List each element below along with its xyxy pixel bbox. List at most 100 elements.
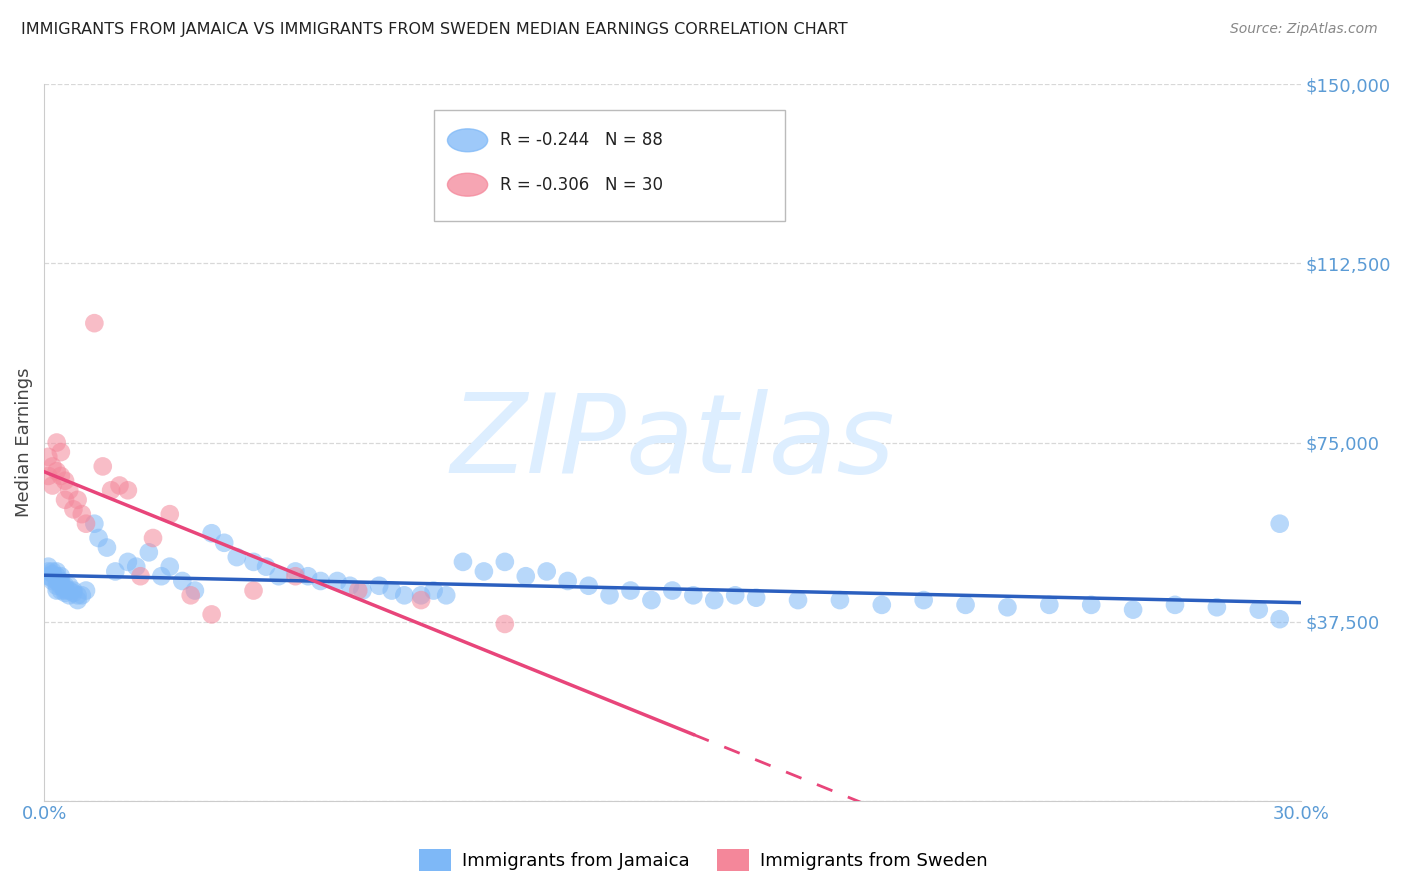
Point — [828, 593, 851, 607]
Point — [870, 598, 893, 612]
Point — [180, 588, 202, 602]
Point — [1122, 602, 1144, 616]
Point — [640, 593, 662, 607]
Point — [45, 569, 67, 583]
Point — [724, 588, 747, 602]
Point — [1038, 598, 1060, 612]
Point — [394, 588, 416, 602]
Point — [41, 565, 63, 579]
Point — [201, 607, 224, 622]
Point — [184, 583, 207, 598]
Point — [150, 569, 173, 583]
Point — [41, 459, 63, 474]
Y-axis label: Median Earnings: Median Earnings — [15, 368, 32, 517]
Point — [159, 507, 181, 521]
Point — [1205, 600, 1227, 615]
Point — [557, 574, 579, 588]
Point — [997, 600, 1019, 615]
Point — [37, 450, 59, 464]
Point — [49, 569, 72, 583]
Point — [49, 579, 72, 593]
Point — [49, 574, 72, 588]
Point — [49, 469, 72, 483]
Point — [451, 555, 474, 569]
Text: IMMIGRANTS FROM JAMAICA VS IMMIGRANTS FROM SWEDEN MEDIAN EARNINGS CORRELATION CH: IMMIGRANTS FROM JAMAICA VS IMMIGRANTS FR… — [21, 22, 848, 37]
Point — [201, 526, 224, 541]
FancyBboxPatch shape — [433, 110, 786, 220]
Text: Source: ZipAtlas.com: Source: ZipAtlas.com — [1230, 22, 1378, 37]
Point — [53, 586, 76, 600]
Point — [745, 591, 768, 605]
Point — [75, 516, 97, 531]
Point — [62, 583, 84, 598]
Point — [62, 502, 84, 516]
Point — [536, 565, 558, 579]
Point — [49, 576, 72, 591]
Point — [254, 559, 277, 574]
Point — [297, 569, 319, 583]
Point — [53, 581, 76, 595]
Point — [409, 593, 432, 607]
Point — [599, 588, 621, 602]
Text: R = -0.306   N = 30: R = -0.306 N = 30 — [501, 176, 664, 194]
Point — [49, 445, 72, 459]
Point — [1247, 602, 1270, 616]
Point — [1268, 612, 1291, 626]
Point — [45, 574, 67, 588]
Point — [284, 565, 307, 579]
Point — [70, 507, 93, 521]
Point — [41, 574, 63, 588]
Point — [58, 579, 80, 593]
Point — [53, 579, 76, 593]
Point — [515, 569, 537, 583]
Point — [104, 565, 127, 579]
Point — [787, 593, 810, 607]
Point — [108, 478, 131, 492]
Point — [45, 579, 67, 593]
Point — [45, 464, 67, 478]
Point — [87, 531, 110, 545]
Point — [912, 593, 935, 607]
Point — [381, 583, 404, 598]
Point — [66, 588, 89, 602]
Text: ZIPatlas: ZIPatlas — [450, 389, 894, 496]
Text: R = -0.244   N = 88: R = -0.244 N = 88 — [501, 131, 664, 149]
Point — [41, 478, 63, 492]
Point — [422, 583, 444, 598]
Point — [91, 459, 114, 474]
Point — [409, 588, 432, 602]
Point — [62, 586, 84, 600]
Point — [125, 559, 148, 574]
Point — [1080, 598, 1102, 612]
Point — [347, 583, 370, 598]
Circle shape — [447, 128, 488, 152]
Point — [53, 583, 76, 598]
Point — [45, 583, 67, 598]
Point — [75, 583, 97, 598]
Point — [58, 483, 80, 498]
Point — [117, 483, 139, 498]
Point — [326, 574, 349, 588]
Point — [242, 555, 264, 569]
Point — [138, 545, 160, 559]
Point — [37, 559, 59, 574]
Point — [1164, 598, 1187, 612]
Point — [267, 569, 290, 583]
Point — [212, 536, 235, 550]
Point — [45, 435, 67, 450]
Point — [41, 566, 63, 581]
Point — [472, 565, 495, 579]
Point — [129, 569, 152, 583]
Point — [37, 469, 59, 483]
Point — [100, 483, 122, 498]
Point — [117, 555, 139, 569]
Point — [703, 593, 725, 607]
Point — [682, 588, 704, 602]
Point — [172, 574, 194, 588]
Point — [225, 550, 247, 565]
Point — [83, 316, 105, 330]
Point — [1268, 516, 1291, 531]
Point — [159, 559, 181, 574]
Point — [45, 565, 67, 579]
Point — [49, 583, 72, 598]
